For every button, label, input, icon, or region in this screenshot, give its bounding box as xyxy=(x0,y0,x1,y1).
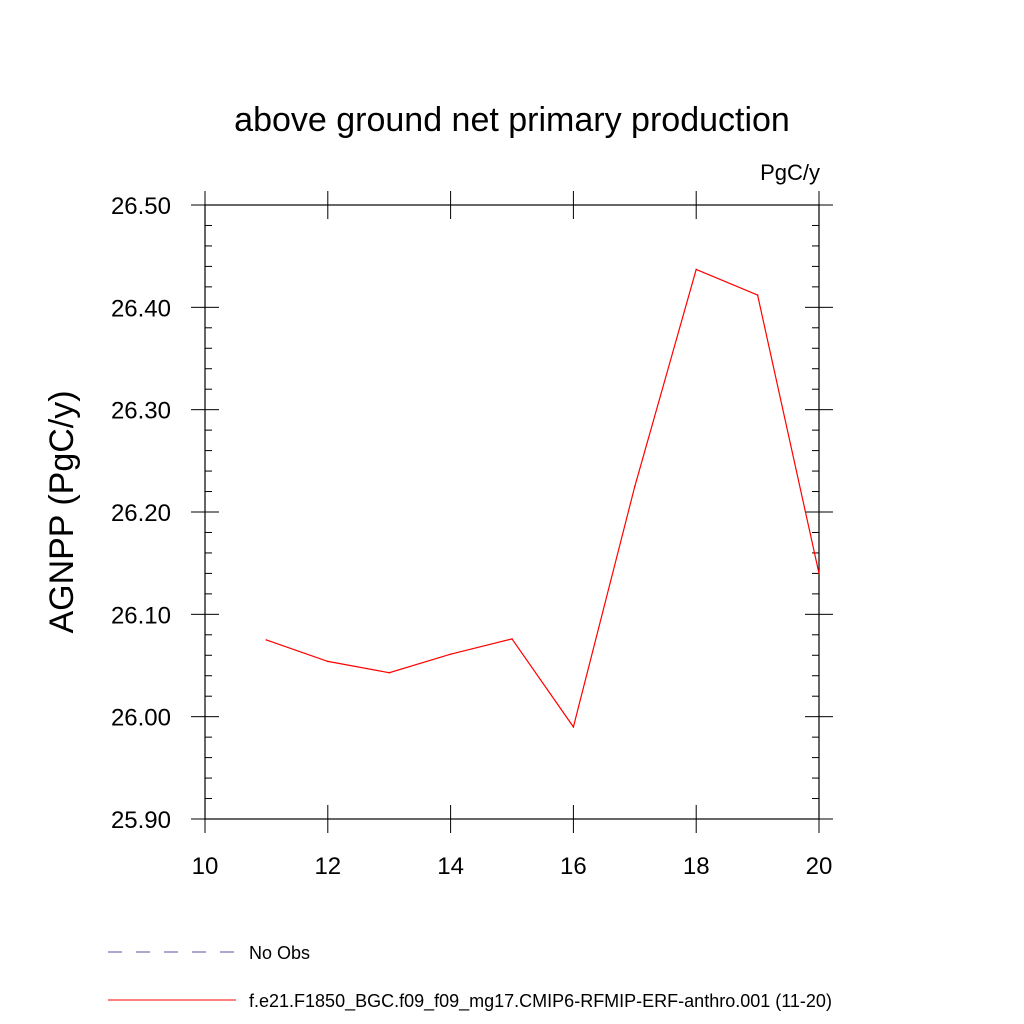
x-tick-label: 16 xyxy=(560,853,587,880)
data-series-line xyxy=(266,268,820,729)
y-tick-label: 26.30 xyxy=(111,398,171,425)
data-point xyxy=(572,726,575,728)
legend-label: f.e21.F1850_BGC.f09_f09_mg17.CMIP6-RFMIP… xyxy=(249,991,832,1012)
x-axis-ticks: 10 12 14 16 18 20 xyxy=(192,191,833,880)
y-tick-label: 25.90 xyxy=(111,807,171,834)
y-tick-label: 26.20 xyxy=(111,500,171,527)
data-point xyxy=(449,653,452,656)
x-tick-label: 20 xyxy=(806,853,833,880)
y-tick-label: 26.50 xyxy=(111,193,171,220)
chart-title: above ground net primary production xyxy=(234,101,790,139)
y-tick-label: 26.40 xyxy=(111,295,171,322)
x-tick-label: 10 xyxy=(192,853,219,880)
data-point xyxy=(388,671,391,674)
data-point xyxy=(265,639,268,641)
x-tick-label: 12 xyxy=(314,853,341,880)
series-layer xyxy=(265,268,820,729)
y-tick-label: 26.10 xyxy=(111,602,171,629)
legend: No Obs f.e21.F1850_BGC.f09_f09_mg17.CMIP6… xyxy=(108,943,832,1012)
y-axis-ticks: 25.90 26.00 26.10 26.20 26.30 26.40 26.50 xyxy=(111,193,833,834)
x-tick-label: 14 xyxy=(437,853,464,880)
plot-frame xyxy=(204,204,820,820)
data-point xyxy=(511,638,513,640)
legend-label: No Obs xyxy=(249,943,310,963)
data-point xyxy=(756,294,759,296)
data-point xyxy=(634,485,636,488)
units-label: PgC/y xyxy=(760,160,820,185)
data-point xyxy=(695,268,697,271)
data-point xyxy=(327,660,329,663)
y-axis-label: AGNPP (PgC/y) xyxy=(43,390,81,633)
x-tick-label: 18 xyxy=(683,853,710,880)
data-point xyxy=(818,572,820,575)
y-tick-label: 26.00 xyxy=(111,705,171,732)
